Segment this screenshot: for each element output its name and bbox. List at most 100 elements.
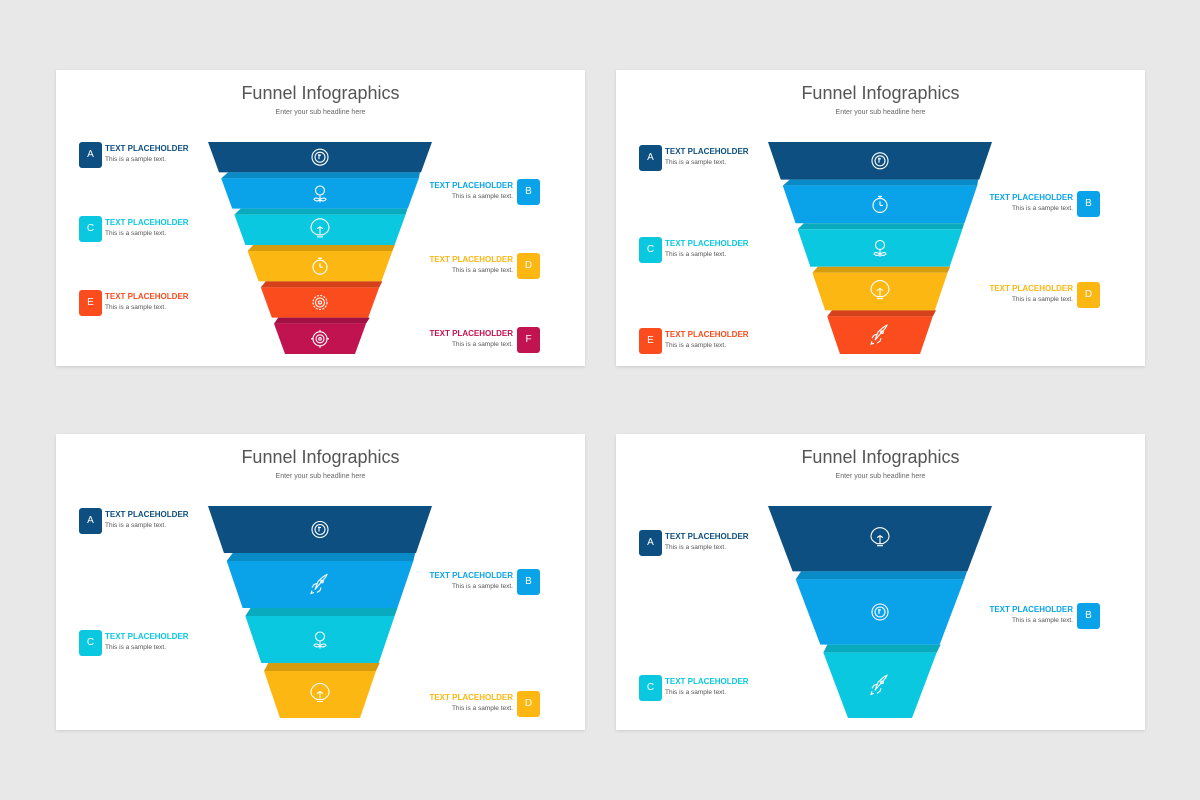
slide-title: Funnel Infographics [801, 83, 960, 103]
slide-subtitle: Enter your sub headline here [275, 109, 366, 116]
rocket-icon [870, 324, 888, 346]
label-heading: TEXT PLACEHOLDER [105, 632, 189, 641]
gear-icon [312, 294, 328, 311]
funnel-layer-top-face [226, 553, 416, 561]
funnel-slide[interactable]: Funnel Infographics Enter your sub headli… [616, 70, 1145, 366]
label-heading: TEXT PLACEHOLDER [989, 284, 1073, 294]
brain-bulb-icon [310, 218, 330, 238]
letter-badge: A [79, 508, 102, 534]
funnel-layer-a[interactable] [768, 142, 992, 180]
label-heading: TEXT PLACEHOLDER [665, 677, 749, 686]
funnel-diagram [768, 142, 992, 354]
rocket-icon [310, 573, 328, 595]
stopwatch-icon [872, 195, 888, 213]
slide-title: Funnel Infographics [241, 447, 400, 467]
letter-badge: D [1077, 282, 1100, 309]
funnel-layer-top-face [823, 644, 941, 653]
label-heading: TEXT PLACEHOLDER [665, 147, 749, 156]
label-text: This is a sample text. [451, 193, 513, 200]
slide-title: Funnel Infographics [801, 447, 960, 467]
money-plant-icon [313, 631, 327, 649]
funnel-layer-e[interactable] [260, 287, 380, 318]
funnel-layer-top-face [795, 571, 967, 580]
funnel-layer-b[interactable] [795, 579, 965, 645]
stopwatch-icon [312, 257, 328, 275]
label-e: E TEXT PLACEHOLDER This is a sample text. [639, 328, 799, 354]
funnel-slide[interactable]: Funnel Infographics Enter your sub headli… [56, 70, 585, 366]
label-b: B TEXT PLACEHOLDER This is a sample text. [940, 602, 1100, 629]
label-text: This is a sample text. [665, 342, 727, 349]
label-heading: TEXT PLACEHOLDER [105, 218, 189, 227]
letter-badge: D [517, 691, 540, 717]
label-b: B TEXT PLACEHOLDER This is a sample text. [380, 179, 540, 205]
letter-badge: E [639, 328, 662, 354]
label-heading: TEXT PLACEHOLDER [989, 192, 1073, 202]
label-d: D TEXT PLACEHOLDER This is a sample text. [380, 691, 540, 717]
label-text: This is a sample text. [665, 544, 727, 551]
funnel-layer-f[interactable] [273, 323, 367, 354]
letter-badge: B [1077, 190, 1100, 217]
label-heading: TEXT PLACEHOLDER [105, 144, 189, 153]
label-heading: TEXT PLACEHOLDER [665, 330, 749, 339]
funnel-layer-a[interactable] [208, 142, 432, 173]
funnel-layer-top-face [273, 317, 370, 324]
label-a: A TEXT PLACEHOLDER This is a sample text. [79, 508, 239, 534]
funnel-diagram [208, 142, 432, 354]
money-person-icon [871, 152, 889, 170]
letter-badge: A [79, 142, 102, 168]
letter-badge: C [639, 236, 662, 263]
funnel-layer-top-face [247, 245, 395, 251]
funnel-layer-top-face [234, 208, 408, 215]
funnel-layer-c[interactable] [797, 229, 963, 267]
slide-subtitle: Enter your sub headline here [835, 473, 926, 480]
funnel-layer-top-face [827, 310, 937, 317]
label-text: This is a sample text. [451, 705, 513, 712]
funnel-layer-top-face [782, 179, 979, 186]
funnel-layer-c[interactable] [823, 652, 937, 718]
funnel-layer-top-face [260, 281, 383, 288]
label-text: This is a sample text. [1011, 204, 1073, 212]
label-heading: TEXT PLACEHOLDER [429, 571, 513, 580]
label-text: This is a sample text. [665, 689, 727, 696]
brain-bulb-icon [870, 527, 890, 547]
label-f: F TEXT PLACEHOLDER This is a sample text. [380, 327, 540, 353]
letter-badge: C [79, 216, 102, 242]
label-a: A TEXT PLACEHOLDER This is a sample text. [79, 142, 239, 168]
letter-badge: B [1077, 602, 1100, 629]
funnel-slide[interactable]: Funnel Infographics Enter your sub headli… [56, 434, 585, 730]
label-text: This is a sample text. [665, 250, 727, 258]
label-b: B TEXT PLACEHOLDER This is a sample text. [380, 569, 540, 595]
funnel-layer-e[interactable] [827, 316, 933, 354]
funnel-diagram [768, 506, 992, 718]
funnel-layer-b[interactable] [221, 178, 419, 209]
funnel-layer-b[interactable] [226, 561, 414, 608]
funnel-layer-c[interactable] [245, 616, 395, 663]
label-b: B TEXT PLACEHOLDER This is a sample text. [940, 190, 1100, 217]
funnel-layer-top-face [812, 266, 951, 273]
target-icon [311, 329, 329, 348]
label-e: E TEXT PLACEHOLDER This is a sample text. [79, 290, 239, 316]
brain-bulb-icon [870, 280, 890, 300]
slide-subtitle: Enter your sub headline here [275, 473, 366, 480]
label-c: C TEXT PLACEHOLDER This is a sample text. [79, 630, 239, 656]
money-plant-icon [873, 239, 887, 257]
label-heading: TEXT PLACEHOLDER [105, 510, 189, 519]
label-text: This is a sample text. [105, 522, 167, 529]
label-heading: TEXT PLACEHOLDER [429, 329, 513, 338]
label-heading: TEXT PLACEHOLDER [665, 238, 749, 248]
funnel-slide[interactable]: Funnel Infographics Enter your sub headli… [616, 434, 1145, 730]
funnel-layer-a[interactable] [208, 506, 432, 553]
label-a: A TEXT PLACEHOLDER This is a sample text. [639, 530, 799, 556]
funnel-layer-top-face [221, 172, 420, 179]
letter-badge: C [639, 675, 662, 701]
label-c: C TEXT PLACEHOLDER This is a sample text. [639, 236, 799, 263]
label-a: A TEXT PLACEHOLDER This is a sample text. [639, 145, 799, 171]
label-heading: TEXT PLACEHOLDER [105, 292, 189, 301]
slide-title: Funnel Infographics [241, 83, 400, 103]
letter-badge: B [517, 179, 540, 205]
letter-badge: D [517, 253, 540, 279]
label-text: This is a sample text. [451, 341, 513, 348]
rocket-icon [870, 674, 888, 696]
label-text: This is a sample text. [105, 156, 167, 163]
brain-bulb-icon [310, 682, 330, 703]
